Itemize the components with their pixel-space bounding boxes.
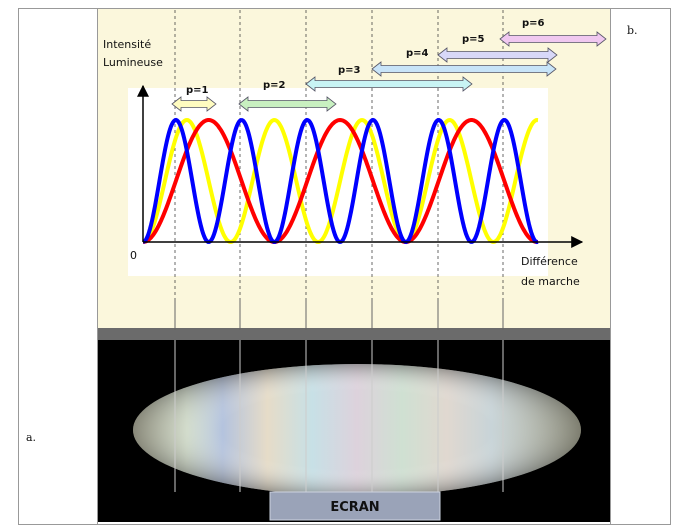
order-label: p=5 xyxy=(462,34,485,45)
x-axis-label: Différence xyxy=(521,255,578,268)
order-arrow xyxy=(305,76,473,92)
screen-edge xyxy=(98,328,610,340)
y-axis-label: Lumineuse xyxy=(103,56,163,69)
intensity-curve xyxy=(142,117,539,245)
panel-label: b. xyxy=(627,24,638,37)
intensity-curve xyxy=(142,117,538,244)
panel-label: a. xyxy=(26,431,36,444)
order-arrow xyxy=(171,96,217,112)
origin-label: 0 xyxy=(130,249,137,262)
order-label: p=1 xyxy=(186,85,209,96)
order-label: p=3 xyxy=(338,65,361,76)
x-axis-label: de marche xyxy=(521,275,580,288)
order-arrow xyxy=(499,31,607,47)
screen-label-box xyxy=(269,491,441,521)
order-label: p=6 xyxy=(522,18,545,29)
y-axis-label: Intensité xyxy=(103,38,151,51)
order-arrow xyxy=(238,96,337,112)
order-arrow xyxy=(437,47,558,63)
order-arrow xyxy=(371,61,557,77)
order-label: p=2 xyxy=(263,80,286,91)
screen-label: ECRAN xyxy=(330,500,379,515)
table-border xyxy=(18,8,671,525)
order-label: p=4 xyxy=(406,48,429,59)
fringe-shade xyxy=(133,364,581,496)
